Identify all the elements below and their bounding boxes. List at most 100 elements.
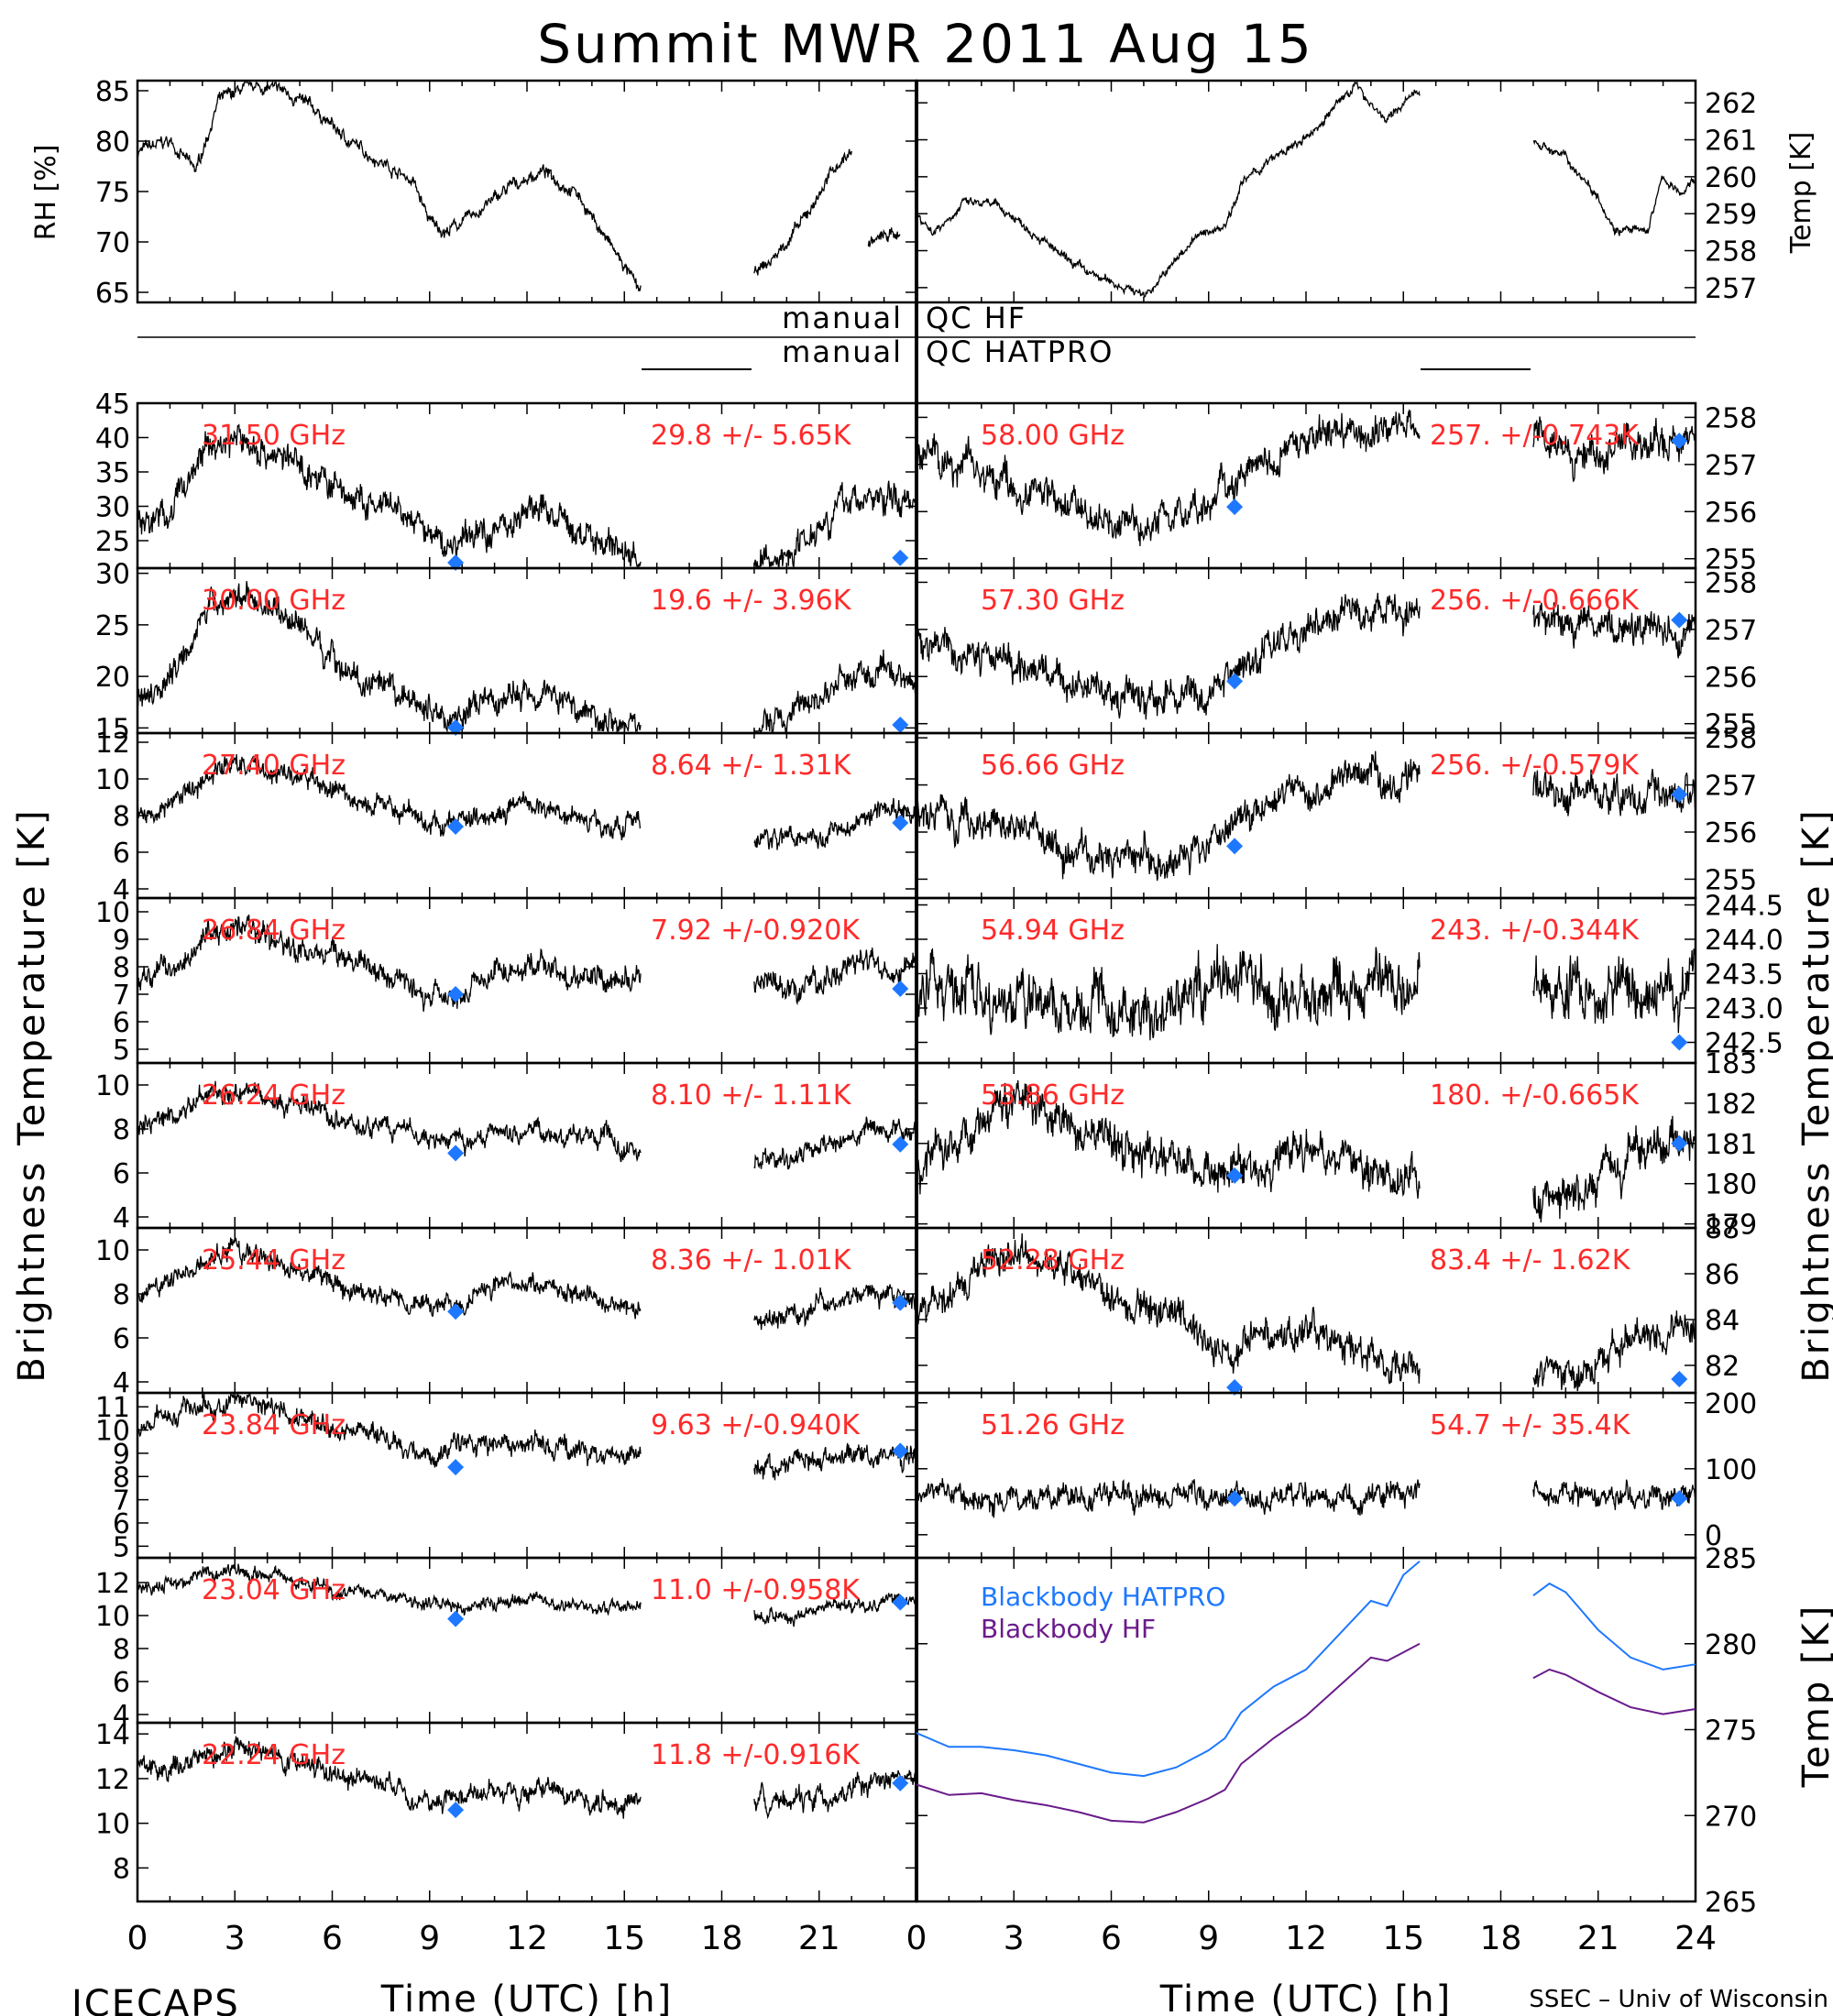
sounding-marker — [1671, 433, 1688, 450]
data-trace — [753, 148, 852, 276]
y-tick-label: 4 — [113, 874, 130, 906]
x-tick-label: 24 — [1674, 1920, 1717, 1957]
y-tick-label: 30 — [95, 559, 130, 591]
y-tick-label: 242.5 — [1705, 1028, 1784, 1060]
y-tick-label: 85 — [95, 76, 130, 108]
y-tick-label: 5 — [113, 1531, 130, 1563]
y-tick-label: 10 — [95, 1809, 130, 1841]
y-tick-label: 244.5 — [1705, 891, 1784, 923]
sounding-marker — [1671, 1490, 1688, 1507]
y-tick-label: 80 — [95, 126, 130, 159]
sounding-marker — [1226, 1490, 1244, 1507]
y-tick-label: 11 — [95, 1392, 130, 1424]
panel-ch5386: 179 180 181 182 183 53.86 GHz 180. +/-0.665K — [915, 1048, 1757, 1242]
y-tick-label: 82 — [1705, 1351, 1740, 1383]
y-tick-label: 270 — [1705, 1801, 1757, 1833]
y-tick-label: 12 — [95, 1568, 130, 1600]
channel-stat-label: 8.64 +/- 1.31K — [651, 750, 852, 782]
channel-stat-label: 180. +/-0.665K — [1430, 1079, 1640, 1112]
x-tick-labels: 0 3 6 9 12 15 18 21 0 3 6 9 12 15 18 21 24 — [127, 1920, 1717, 1957]
data-trace — [1532, 948, 1696, 1034]
x-tick-label: 21 — [798, 1920, 840, 1957]
panel-temp: 257 258 259 260 261 262 Temp [K] — [915, 79, 1817, 305]
data-trace — [1532, 1310, 1696, 1392]
data-trace — [916, 1477, 1421, 1518]
data-trace — [753, 797, 917, 850]
data-trace — [916, 1079, 1421, 1200]
sounding-marker — [447, 818, 465, 835]
data-trace — [1532, 1479, 1696, 1510]
y-tick-label: 70 — [95, 227, 130, 259]
y-tick-label: 255 — [1705, 544, 1757, 576]
panel-ch5666: 255 256 257 258 56.66 GHz 256. +/-0.579K — [915, 723, 1757, 900]
data-trace — [1532, 416, 1696, 483]
sounding-marker — [1671, 785, 1688, 803]
sounding-marker — [892, 815, 909, 831]
channel-frequency-label: 56.66 GHz — [981, 750, 1125, 782]
y-tick-label: 262 — [1705, 88, 1757, 120]
channel-frequency-label: 53.86 GHz — [981, 1079, 1125, 1112]
channel-frequency-label: 27.40 GHz — [202, 750, 346, 782]
data-trace — [753, 1284, 917, 1331]
sounding-marker — [892, 981, 909, 997]
y-tick-label: 275 — [1705, 1715, 1757, 1748]
y-tick-label: 258 — [1705, 567, 1757, 599]
sounding-marker — [1226, 673, 1244, 690]
y-tick-label: 243.0 — [1705, 993, 1784, 1025]
y-tick-label: 10 — [95, 1070, 130, 1102]
data-trace — [753, 1442, 917, 1481]
x-tick-label: 9 — [419, 1920, 440, 1957]
qc-hatpro-left-label: manual — [782, 334, 903, 369]
sounding-marker — [1671, 1371, 1688, 1387]
y-tick-label: 258 — [1705, 723, 1757, 755]
sounding-marker — [1671, 611, 1688, 629]
footer-right: SSEC – Univ of Wisconsin — [1529, 1986, 1828, 2013]
y-tick-label: 9 — [113, 1439, 130, 1471]
sounding-marker — [892, 1774, 909, 1791]
y-tick-label: 243.5 — [1705, 959, 1784, 992]
panel-ch2624: 4 6 8 10 26.24 GHz 8.10 +/- 1.11K — [95, 1061, 918, 1234]
y-tick-label: 10 — [95, 1235, 130, 1267]
sounding-marker — [447, 1802, 465, 1819]
bb-series-line — [1532, 1668, 1696, 1715]
sounding-marker — [892, 717, 909, 733]
data-trace — [137, 581, 642, 734]
y-tick-label: 244.0 — [1705, 925, 1784, 957]
panel-ch30: 15 20 25 30 30.00 GHz 19.6 +/- 3.96K — [95, 559, 918, 745]
y-tick-label: 75 — [95, 177, 130, 209]
sounding-marker — [447, 1303, 465, 1320]
y-tick-label: 181 — [1705, 1129, 1757, 1161]
channel-stat-label: 54.7 +/- 35.4K — [1430, 1409, 1631, 1441]
channel-stat-label: 11.8 +/-0.916K — [651, 1739, 861, 1771]
channel-frequency-label: 26.24 GHz — [202, 1079, 346, 1112]
channel-frequency-label: 58.00 GHz — [981, 420, 1125, 452]
y-tick-label: 25 — [95, 526, 130, 558]
panel-ch2544: 4 6 8 10 25.44 GHz 8.36 +/- 1.01K — [95, 1226, 918, 1399]
y-tick-label: 257 — [1705, 273, 1757, 305]
y-tick-label: 257 — [1705, 771, 1757, 803]
qc-strip: manual QC HF manual QC HATPRO — [137, 301, 1696, 370]
y-tick-label: 180 — [1705, 1169, 1757, 1201]
panel-ch5228: 82 84 86 88 52.28 GHz 83.4 +/- 1.62K — [915, 1213, 1740, 1396]
sounding-marker — [447, 554, 465, 571]
data-trace — [753, 948, 917, 1006]
y-tick-label: 12 — [95, 1764, 130, 1796]
data-trace — [753, 649, 917, 732]
sounding-marker — [1671, 1034, 1688, 1051]
y-tick-label: 280 — [1705, 1629, 1757, 1661]
x-tick-label: 0 — [127, 1920, 148, 1957]
sounding-marker — [447, 1610, 465, 1627]
data-trace — [916, 944, 1421, 1041]
channel-frequency-label: 23.04 GHz — [202, 1574, 346, 1606]
y-tick-label: 10 — [95, 897, 130, 929]
x-tick-label: 6 — [1101, 1920, 1122, 1957]
channel-frequency-label: 25.44 GHz — [202, 1244, 346, 1276]
ylabel-right: Brightness Temperature [K] — [1795, 807, 1833, 1382]
y-tick-label: 255 — [1705, 864, 1757, 896]
data-trace — [137, 1080, 642, 1163]
y-tick-label: 35 — [95, 457, 130, 489]
